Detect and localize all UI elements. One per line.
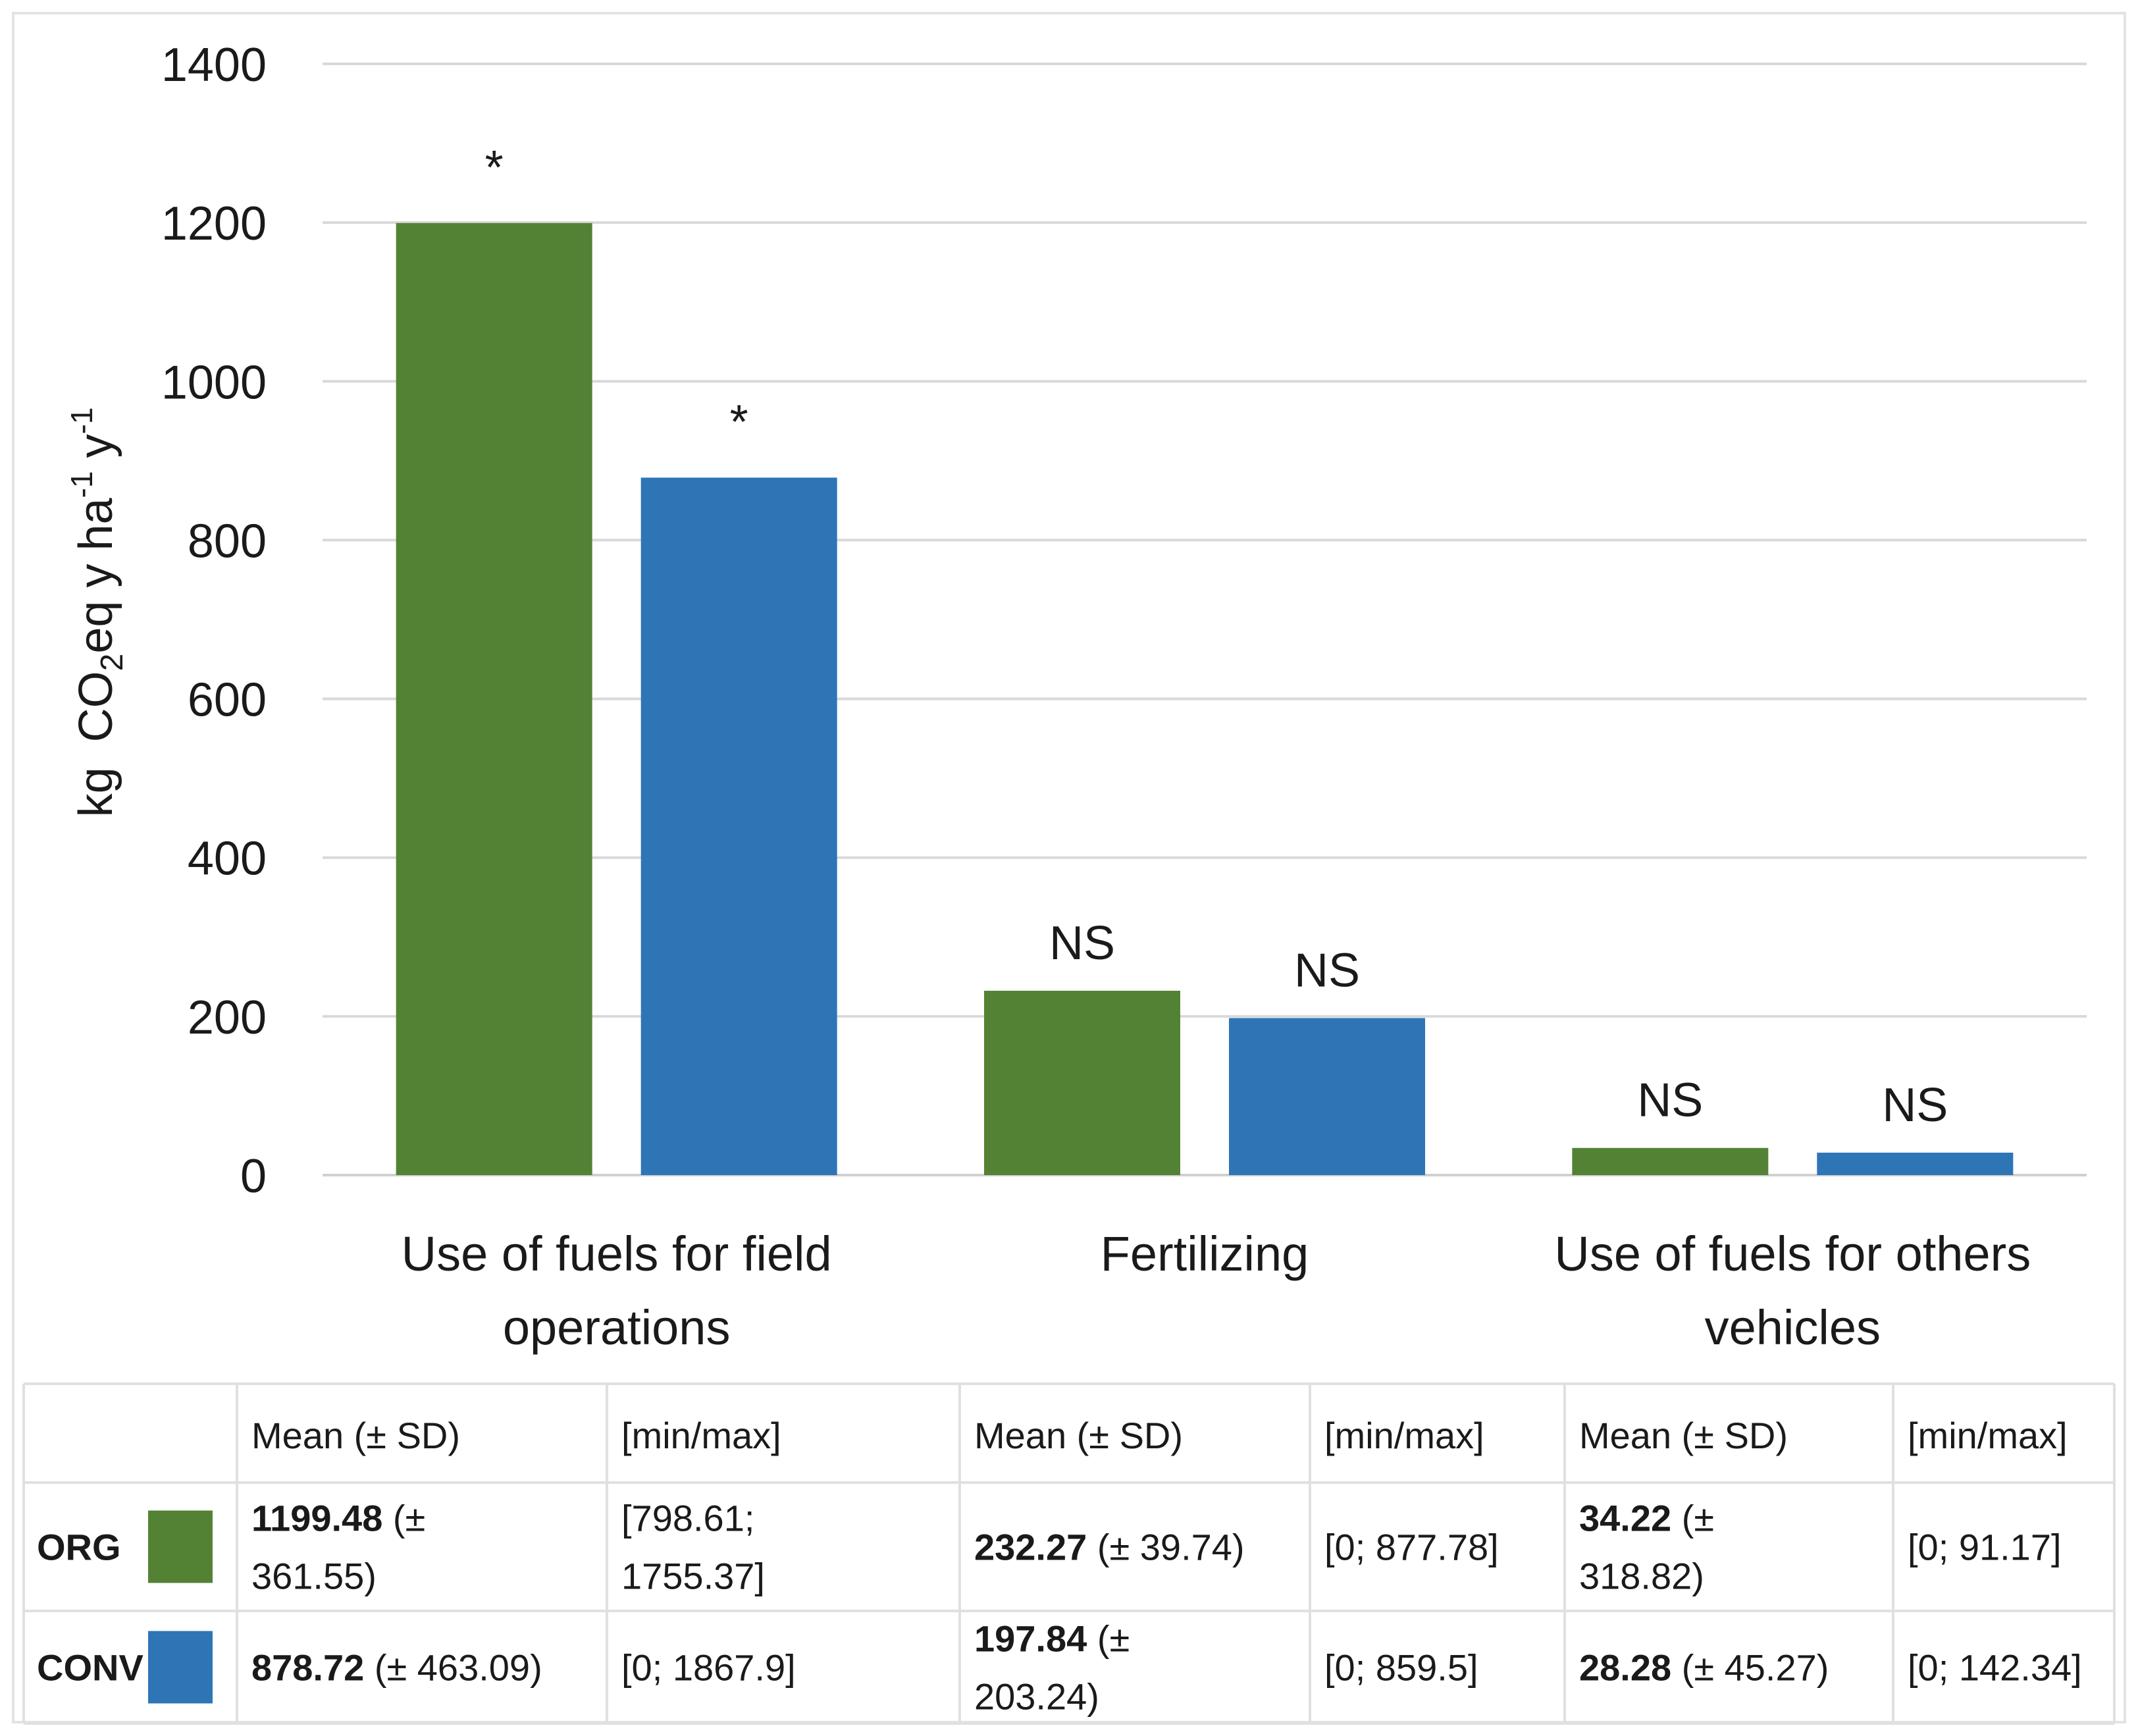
table-header: [min/max] <box>1324 1415 1484 1456</box>
category-label: Fertilizing <box>1101 1226 1309 1281</box>
y-tick-label: 400 <box>188 833 267 885</box>
y-axis-title-group: kg CO2eq y ha-1 y-1 <box>65 408 130 818</box>
bar-org-1 <box>984 990 1180 1175</box>
category-label: operations <box>503 1300 731 1355</box>
gridlines <box>323 63 2087 1176</box>
table-header: Mean (± SD) <box>1579 1415 1788 1456</box>
table-header: [min/max] <box>621 1415 781 1456</box>
table-cell: [798.61; <box>621 1498 754 1539</box>
legend-label: CONV <box>37 1647 143 1689</box>
labels: 0 200 400 600 800 1000 1200 1400 * * Use of fuels … <box>161 39 2031 1355</box>
table-cell: 203.24) <box>974 1676 1099 1718</box>
table-cell: 318.82) <box>1579 1556 1704 1597</box>
table-header: Mean (± SD) <box>974 1415 1183 1456</box>
y-tick-label: 600 <box>188 674 267 727</box>
category-label: Use of fuels for field <box>402 1226 832 1281</box>
y-tick-label: 0 <box>240 1150 267 1203</box>
bars <box>396 223 2014 1176</box>
significance-label: * <box>485 142 504 194</box>
table-cell: 361.55) <box>251 1556 377 1597</box>
table-cell: 1199.48 (± <box>251 1498 425 1539</box>
significance-label: NS <box>1882 1079 1948 1132</box>
table-cell: 232.27 (± 39.74) <box>974 1527 1245 1568</box>
table-cell: [0; 877.78] <box>1324 1527 1499 1568</box>
significance-label: NS <box>1294 944 1360 997</box>
category-label: Use of fuels for others <box>1554 1226 2031 1281</box>
significance-label: NS <box>1049 917 1115 970</box>
table-cell: [0; 859.5] <box>1324 1647 1478 1689</box>
y-tick-label: 1000 <box>161 356 267 409</box>
legend-swatch <box>148 1510 213 1583</box>
table-cell: [0; 142.34] <box>1908 1647 2082 1689</box>
table-header: Mean (± SD) <box>251 1415 460 1456</box>
bar-org-0 <box>396 223 592 1176</box>
table-cell: 1755.37] <box>621 1556 765 1597</box>
y-tick-label: 200 <box>188 991 267 1044</box>
y-tick-label: 1200 <box>161 197 267 250</box>
table-cell: 197.84 (± <box>974 1618 1130 1660</box>
bar-conv-0 <box>640 477 837 1175</box>
significance-label: * <box>730 396 748 449</box>
table-header: [min/max] <box>1908 1415 2068 1456</box>
y-tick-label: 800 <box>188 515 267 567</box>
table-cell: 34.22 (± <box>1579 1498 1714 1539</box>
y-tick-label: 1400 <box>161 39 267 92</box>
table-cell: 878.72 (± 463.09) <box>251 1647 542 1689</box>
table-cell: [0; 91.17] <box>1908 1527 2062 1568</box>
legend-swatch <box>148 1631 213 1704</box>
bar-org-2 <box>1572 1147 1769 1175</box>
table-cell: 28.28 (± 45.27) <box>1579 1647 1829 1689</box>
bar-conv-2 <box>1817 1152 2014 1175</box>
bar-conv-1 <box>1229 1018 1425 1175</box>
data-table: Mean (± SD) [min/max] Mean (± SD) [min/max]… <box>22 1382 2116 1725</box>
significance-label: NS <box>1637 1074 1703 1127</box>
legend-label: ORG <box>37 1527 121 1568</box>
category-label: vehicles <box>1705 1300 1881 1355</box>
y-axis-title: kg CO2eq y ha-1 y-1 <box>65 408 130 818</box>
table-cell: [0; 1867.9] <box>621 1647 796 1689</box>
